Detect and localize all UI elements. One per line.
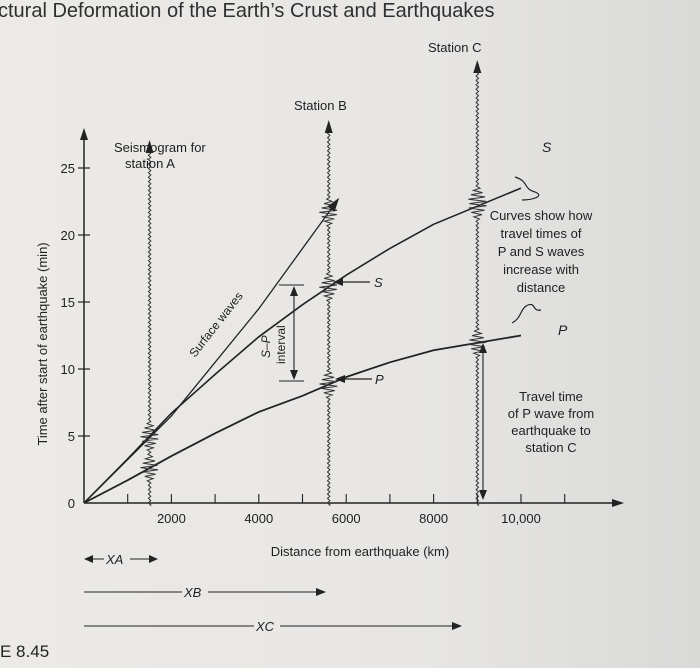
- y-tick-label: 10: [61, 362, 75, 377]
- surface-waves-curve: [83, 199, 339, 504]
- sp-interval-down-arrow-icon: [290, 370, 298, 380]
- xb-arrow-right-icon: [316, 588, 326, 596]
- seismogram-trace-c: [468, 69, 487, 506]
- y-axis-label: Time after start of earthquake (min): [35, 242, 50, 445]
- xa-label: XA: [105, 552, 123, 567]
- y-tick-label: 15: [61, 295, 75, 310]
- xb-label-bg: [182, 583, 208, 601]
- xa-arrow-left-icon: [84, 555, 93, 563]
- y-tick-label: 0: [68, 496, 75, 511]
- xb-label: XB: [183, 585, 202, 600]
- x-ticks: 2000 4000 6000 8000 10,000: [127, 494, 566, 526]
- seismogram-arrow-icon: [473, 60, 482, 73]
- x-tick-label: 6000: [332, 511, 361, 526]
- travel-note-line: of P wave from: [508, 406, 594, 421]
- figure-label: E 8.45: [0, 642, 50, 661]
- station-c-label: Station C: [428, 40, 481, 55]
- xc-label: XC: [255, 619, 275, 634]
- xc-arrow-right-icon: [452, 622, 462, 630]
- seismogram-trace-b: [319, 129, 338, 506]
- xa-label-bg: [104, 550, 130, 568]
- p-wave-curve: [83, 334, 522, 504]
- x-tick-label: 2000: [157, 511, 186, 526]
- curves-note-line: travel times of: [501, 226, 582, 241]
- xc-label-bg: [254, 617, 280, 635]
- curves-note-line: P and S waves: [498, 244, 585, 259]
- travel-time-arrow-up-icon: [479, 343, 487, 353]
- station-a-label-line2: station A: [125, 156, 175, 171]
- x-axis-arrow-icon: [612, 499, 624, 507]
- sp-label: S–P: [259, 335, 273, 358]
- curves-note-line: Curves show how: [490, 208, 593, 223]
- travel-time-arrow-down-icon: [479, 490, 487, 500]
- curves-note: Curves show how travel times of P and S …: [490, 208, 593, 295]
- y-ticks: 0 5 10 15 20 25: [61, 161, 90, 511]
- surface-waves-label: Surface waves: [186, 289, 245, 360]
- travel-note-line: station C: [525, 440, 576, 455]
- seismogram-arrow-icon: [324, 120, 333, 133]
- travel-note-line: Travel time: [519, 389, 583, 404]
- x-axis-label: Distance from earthquake (km): [271, 544, 449, 559]
- p-curve-squiggle: [511, 303, 542, 324]
- p-arrival-arrow-icon: [335, 375, 345, 383]
- surface-waves-arrow-icon: [327, 197, 340, 212]
- x-tick-label: 10,000: [501, 511, 541, 526]
- seismograms: [140, 60, 487, 506]
- x-tick-label: 8000: [419, 511, 448, 526]
- sp-interval-up-arrow-icon: [290, 286, 298, 296]
- travel-time-note: Travel time of P wave from earthquake to…: [508, 389, 594, 455]
- y-axis-arrow-icon: [80, 128, 88, 140]
- s-curve-label: S: [542, 139, 552, 155]
- x-tick-label: 4000: [244, 511, 273, 526]
- s-arrival-label: S: [374, 275, 383, 290]
- travel-note-line: earthquake to: [511, 423, 591, 438]
- s-curve-squiggle: [514, 176, 540, 201]
- running-head: ctural Deformation of the Earth’s Crust …: [0, 0, 495, 22]
- interval-label: interval: [274, 325, 288, 364]
- y-tick-label: 5: [68, 429, 75, 444]
- curves-note-line: increase with: [503, 262, 579, 277]
- xa-arrow-right-icon: [149, 555, 158, 563]
- seismogram-trace-a: [140, 149, 159, 506]
- y-tick-label: 25: [61, 161, 75, 176]
- station-b-label: Station B: [294, 98, 347, 113]
- p-curve-label: P: [558, 322, 568, 338]
- p-arrival-label: P: [375, 372, 384, 387]
- station-a-label-line1: Seismogram for: [114, 140, 206, 155]
- curves-note-line: distance: [517, 280, 565, 295]
- seismogram-arrow-icon: [145, 140, 154, 153]
- s-arrival-arrow-icon: [333, 278, 343, 286]
- y-tick-label: 20: [61, 228, 75, 243]
